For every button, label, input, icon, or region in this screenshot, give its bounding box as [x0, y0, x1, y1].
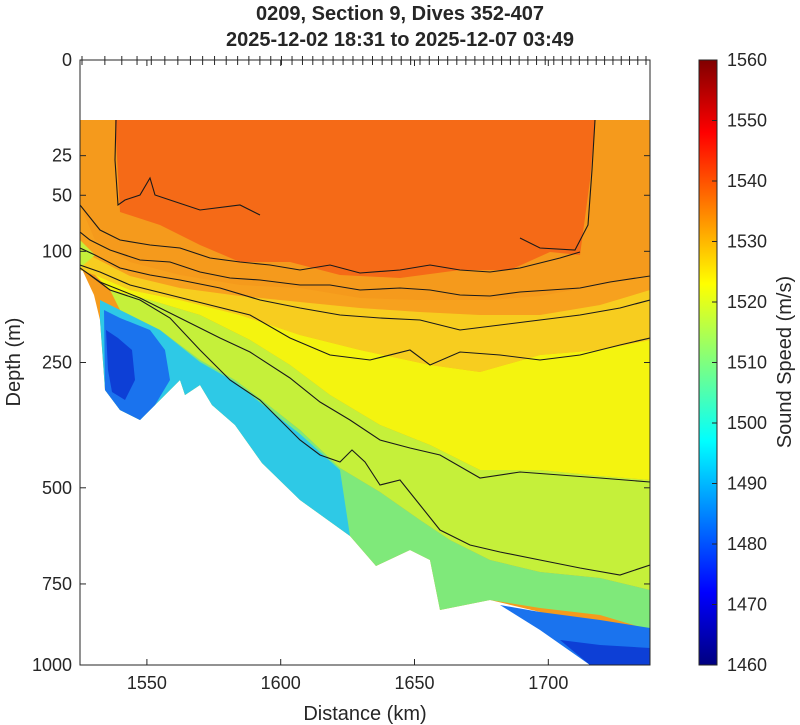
y-tick-label: 100	[42, 241, 72, 261]
contour-line	[114, 119, 261, 216]
sound-speed-field	[80, 119, 650, 665]
dive-tick-marks	[81, 56, 647, 65]
x-axis: 1550 1600 1650 1700	[127, 60, 568, 693]
field-core	[115, 120, 595, 278]
colorbar-ticks: 1460 1470 1480 1490 1500 1510 1520 1530 1540 1550…	[712, 50, 767, 675]
contour-line	[80, 204, 581, 274]
contour-line	[89, 274, 650, 576]
chart-subtitle: 2025-12-02 18:31 to 2025-12-07 03:49	[225, 29, 575, 51]
colorbar-tick-label: 1510	[727, 353, 767, 373]
colorbar-tick-label: 1460	[727, 655, 767, 675]
contour-line	[519, 119, 596, 251]
chart-title: 0209, Section 9, Dives 352-407	[256, 3, 544, 25]
colorbar-tick-label: 1540	[727, 171, 767, 191]
y-axis-label: Depth (m)	[3, 318, 25, 407]
colorbar-tick-label: 1530	[727, 232, 767, 252]
y-tick-label: 0	[62, 50, 72, 70]
colorbar-tick-label: 1550	[727, 111, 767, 131]
x-tick-label: 1700	[528, 673, 568, 693]
contour-line	[80, 247, 650, 331]
x-tick-label: 1600	[261, 673, 301, 693]
y-axis: 0 25 50 100 250 500 750 1000	[32, 50, 650, 675]
y-tick-label: 50	[52, 185, 72, 205]
contour-lines	[80, 119, 650, 576]
contour-line	[80, 231, 650, 297]
field-upper-layer	[80, 205, 650, 315]
field-bottom-deepest	[560, 640, 650, 665]
y-tick-label: 1000	[32, 655, 72, 675]
x-tick-label: 1550	[127, 673, 167, 693]
colorbar-tick-label: 1470	[727, 595, 767, 615]
y-tick-label: 250	[42, 353, 72, 373]
y-tick-label: 25	[52, 146, 72, 166]
colorbar-label: Sound Speed (m/s)	[774, 276, 796, 448]
y-tick-label: 500	[42, 478, 72, 498]
x-axis-label: Distance (km)	[303, 703, 426, 725]
mixed-layer-edge	[80, 240, 95, 268]
contour-line	[80, 264, 650, 366]
field-coldest-pocket	[106, 330, 135, 400]
x-tick-label: 1650	[394, 673, 434, 693]
colorbar-tick-label: 1480	[727, 534, 767, 554]
colorbar-tick-label: 1520	[727, 292, 767, 312]
contour-line	[80, 267, 650, 483]
field-mid-layer	[95, 275, 650, 480]
field-mid-upper-layer	[80, 250, 650, 372]
y-tick-label: 750	[42, 574, 72, 594]
colorbar-tick-label: 1490	[727, 474, 767, 494]
colorbar-tick-label: 1500	[727, 413, 767, 433]
colorbar-tick-label: 1560	[727, 50, 767, 70]
